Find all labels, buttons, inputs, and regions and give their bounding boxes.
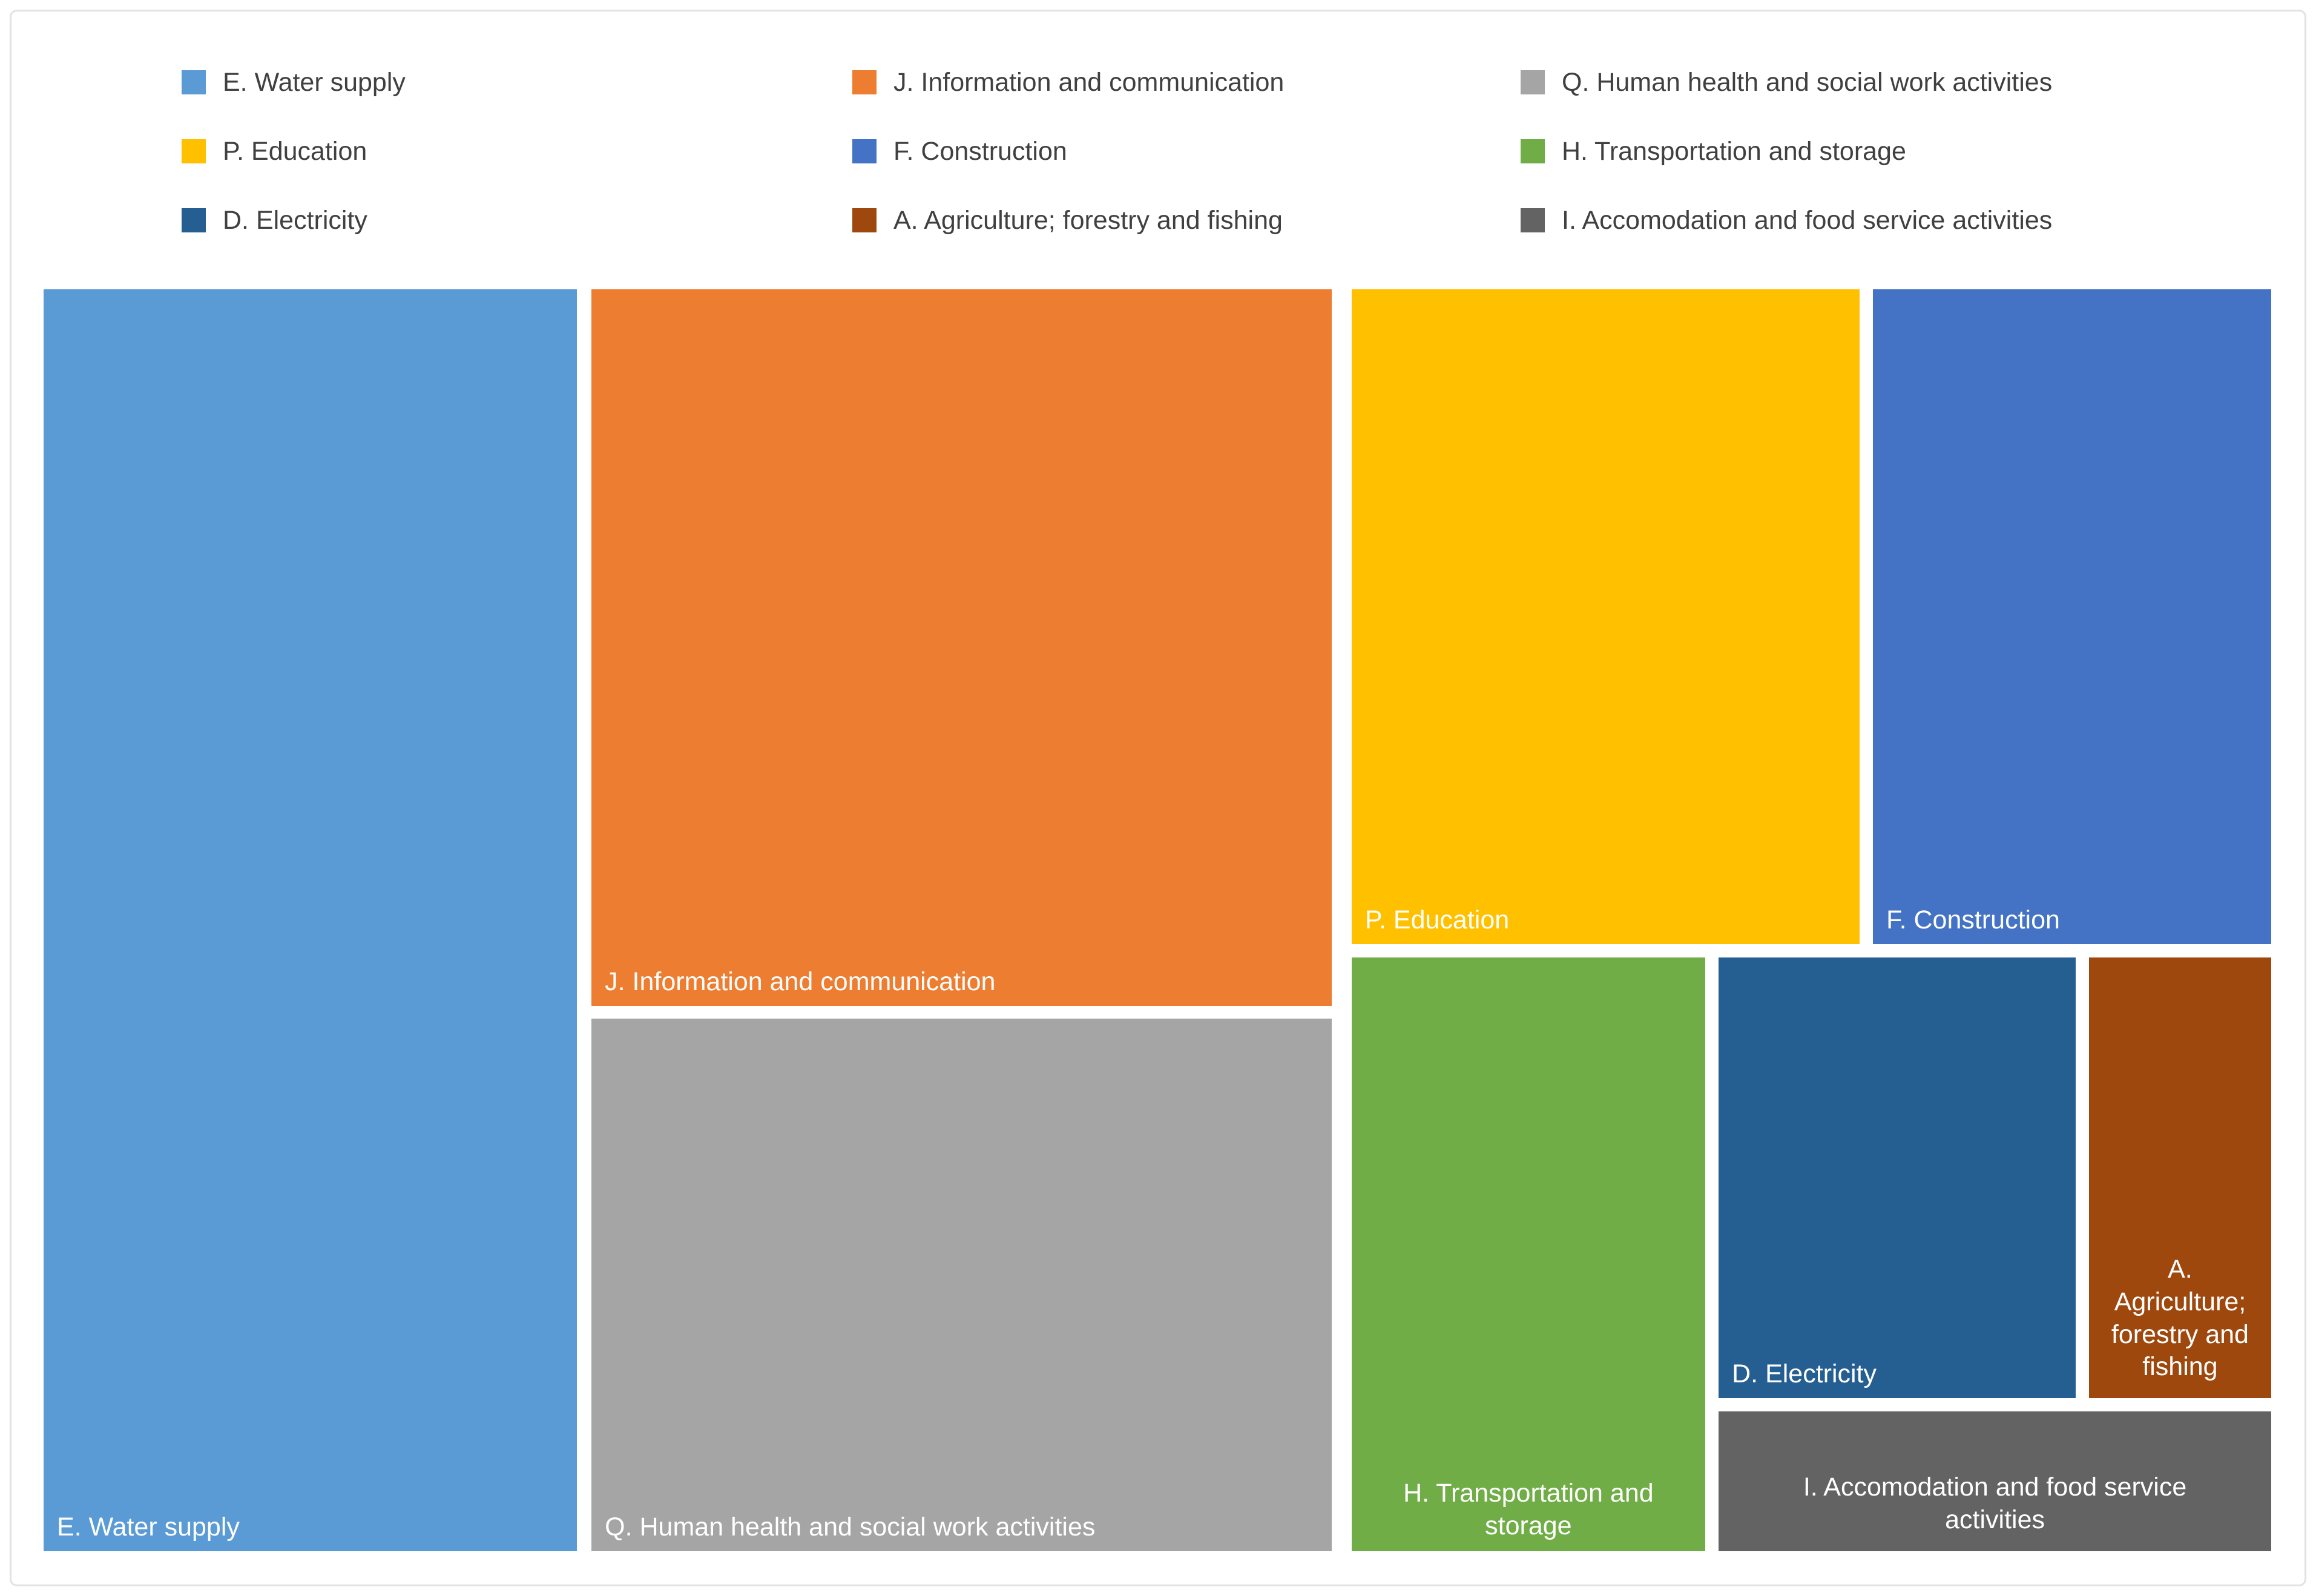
legend-item: I. Accomodation and food service activit… [1521,186,2052,255]
legend-label: J. Information and communication [893,67,1285,97]
tile-label: H. Transportation and storage [1403,1479,1654,1541]
legend-swatch-icon [1521,70,1545,94]
treemap-tile-construction: F. Construction [1870,286,2274,947]
tile-label: D. Electricity [1732,1359,1877,1389]
legend-column-1: E. Water supply P. Education D. Electricit… [182,48,406,255]
legend-label: F. Construction [893,136,1067,166]
tile-label: J. Information and communication [605,967,996,997]
legend-label: I. Accomodation and food service activit… [1562,205,2053,235]
treemap-tile-information-communication: J. Information and communication [588,286,1335,1009]
legend-column-3: Q. Human health and social work activiti… [1521,48,2052,255]
legend-item: Q. Human health and social work activiti… [1521,48,2052,117]
legend-label: E. Water supply [223,67,406,97]
legend-label: H. Transportation and storage [1562,136,1906,166]
chart-legend: E. Water supply P. Education D. Electricit… [0,0,2316,266]
legend-item: F. Construction [852,117,1284,186]
legend-item: E. Water supply [182,48,406,117]
treemap-tile-human-health-social-work: Q. Human health and social work activiti… [588,1016,1335,1554]
legend-item: H. Transportation and storage [1521,117,2052,186]
legend-item: A. Agriculture; forestry and fishing [852,186,1284,255]
legend-swatch-icon [852,70,877,94]
legend-swatch-icon [182,70,206,94]
legend-label: D. Electricity [223,205,367,235]
legend-label: Q. Human health and social work activiti… [1562,67,2053,97]
treemap-tile-accomodation-food-service: I. Accomodation and food service activit… [1716,1408,2274,1554]
tile-label: F. Construction [1886,905,2060,935]
legend-swatch-icon [852,139,877,163]
tile-label: P. Education [1364,905,1510,935]
tile-label: I. Accomodation and food service activit… [1803,1473,2187,1535]
tile-label: Q. Human health and social work activiti… [605,1512,1096,1542]
legend-swatch-icon [1521,208,1545,232]
treemap-tile-transportation-storage: H. Transportation and storage [1348,954,1708,1554]
legend-swatch-icon [182,139,206,163]
treemap-tile-electricity: D. Electricity [1716,954,2079,1402]
legend-item: D. Electricity [182,186,406,255]
treemap-tile-education: P. Education [1348,286,1863,947]
tile-label: E. Water supply [57,1512,240,1542]
tile-label: A. Agriculture; forestry and fishing [2111,1255,2249,1382]
legend-swatch-icon [852,208,877,232]
treemap-plot-area: E. Water supply J. Information and commun… [41,286,2274,1554]
legend-swatch-icon [182,208,206,232]
legend-item: J. Information and communication [852,48,1284,117]
legend-column-2: J. Information and communication F. Const… [852,48,1284,255]
treemap-tile-agriculture-forestry-fishing: A. Agriculture; forestry and fishing [2085,954,2274,1402]
legend-label: P. Education [223,136,367,166]
treemap-tile-water-supply: E. Water supply [41,286,581,1554]
legend-item: P. Education [182,117,406,186]
legend-swatch-icon [1521,139,1545,163]
legend-label: A. Agriculture; forestry and fishing [893,205,1283,235]
